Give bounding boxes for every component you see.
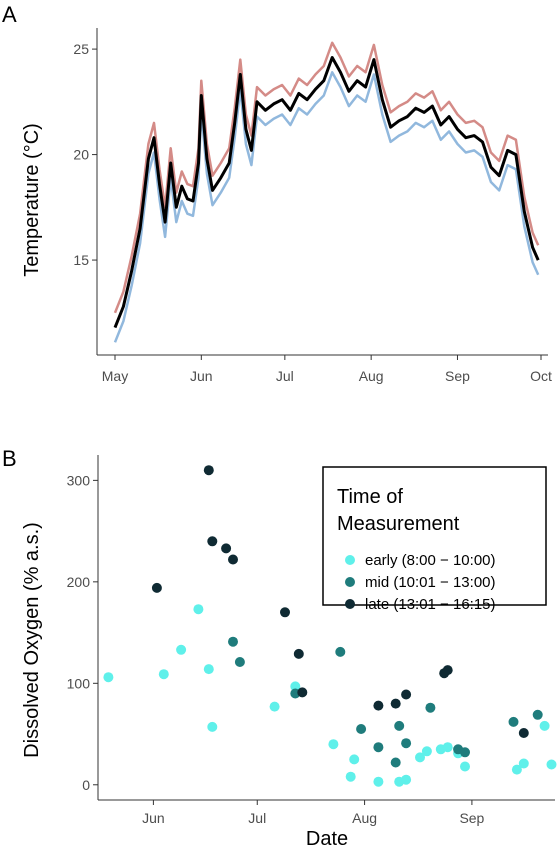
data-point-series-1 (460, 761, 470, 772)
data-point-series-2 (356, 724, 367, 734)
legend-title-line-2: Measurement (337, 513, 460, 535)
data-point-series-3 (151, 582, 162, 593)
data-point-series-2 (390, 757, 401, 768)
data-point-series-1 (193, 604, 204, 615)
y-tick-label: 15 (73, 252, 89, 268)
data-point-series-1 (207, 721, 218, 732)
panel-b: B Dissolved Oxygen (% a.s.) Date 0 100 200… (2, 446, 557, 850)
data-point-series-1 (511, 764, 522, 775)
data-point-series-3 (518, 728, 529, 738)
legend-key-series-2 (345, 577, 355, 587)
data-point-series-1 (345, 771, 356, 782)
x-tick-label: Oct (530, 368, 552, 384)
data-point-series-3 (221, 543, 232, 554)
x-tick-label: Jul (276, 368, 294, 384)
data-point-series-2 (234, 657, 245, 667)
y-tick-label: 200 (67, 574, 91, 590)
data-point-series-1 (158, 669, 169, 680)
panel-b-x-axis-title: Date (306, 828, 348, 850)
legend-label-series-3: late (13:01 − 16:15) (365, 596, 496, 613)
panel-a-x-ticks: May Jun Jul Aug Sep Oct (102, 355, 552, 384)
x-tick-label: Aug (359, 368, 384, 384)
x-tick-label: Jun (142, 810, 165, 826)
data-point-series-3 (280, 607, 290, 618)
panel-a-label: A (2, 2, 17, 27)
data-point-series-1 (373, 776, 384, 787)
legend-items: early (8:00 − 10:00) mid (10:01 − 13:00) l… (345, 552, 496, 613)
data-point-series-1 (176, 644, 187, 655)
series-line-mean (113, 56, 540, 329)
legend-box (322, 466, 547, 606)
data-point-series-2 (335, 646, 346, 657)
series-line-lower (113, 71, 540, 343)
data-point-series-3 (293, 648, 304, 659)
data-point-series-3 (442, 665, 453, 676)
data-point-series-3 (203, 465, 214, 476)
legend-label-series-2: mid (10:01 − 13:00) (365, 574, 496, 591)
data-point-series-1 (203, 664, 214, 675)
panel-a-y-ticks: 15 20 25 (73, 41, 97, 268)
data-point-series-1 (349, 754, 360, 765)
panel-b-x-ticks: Jun Jul Aug Sep (142, 800, 485, 826)
series-line-upper (113, 41, 540, 314)
legend-key-series-1 (345, 555, 355, 565)
panel-b-points (103, 465, 557, 787)
data-point-series-3 (390, 698, 401, 709)
y-tick-label: 0 (82, 777, 90, 793)
x-tick-label: Aug (352, 810, 377, 826)
data-point-series-3 (297, 687, 308, 698)
data-point-series-2 (425, 702, 436, 713)
legend-key-series-3 (345, 599, 355, 609)
data-point-series-3 (207, 536, 218, 547)
x-tick-label: Sep (445, 368, 470, 384)
data-point-series-1 (290, 681, 301, 692)
data-point-series-1 (539, 720, 550, 731)
data-point-series-1 (415, 752, 425, 763)
panel-a: A Temperature (°C) 15 20 25 May Jun Jul Aug Se… (2, 2, 552, 384)
data-point-series-2 (394, 720, 405, 731)
y-tick-label: 25 (73, 41, 89, 57)
x-tick-label: May (102, 368, 128, 384)
data-point-series-3 (401, 689, 412, 700)
x-tick-label: Jun (190, 368, 213, 384)
data-point-series-3 (228, 554, 238, 565)
x-tick-label: Jul (248, 810, 266, 826)
data-point-series-2 (401, 738, 412, 749)
legend-title-line-1: Time of (337, 486, 403, 508)
panel-b-y-ticks: 0 100 200 300 (67, 472, 98, 793)
legend: Time of Measurement early (8:00 − 10:00)… (322, 466, 547, 613)
panel-a-lines (113, 41, 540, 343)
data-point-series-1 (401, 774, 412, 785)
x-tick-label: Sep (459, 810, 484, 826)
data-point-series-1 (269, 701, 280, 712)
y-tick-label: 300 (67, 472, 91, 488)
y-tick-label: 20 (73, 147, 89, 163)
data-point-series-2 (460, 747, 470, 758)
data-point-series-3 (373, 700, 384, 711)
data-point-series-1 (421, 746, 432, 757)
data-point-series-2 (508, 716, 519, 727)
y-tick-label: 100 (67, 675, 91, 691)
data-point-series-1 (328, 739, 339, 750)
legend-label-series-1: early (8:00 − 10:00) (365, 552, 496, 569)
data-point-series-1 (546, 759, 557, 770)
panel-b-y-axis-title: Dissolved Oxygen (% a.s.) (21, 522, 43, 758)
data-point-series-2 (228, 636, 238, 647)
panel-b-label: B (2, 446, 17, 471)
data-point-series-1 (103, 672, 114, 683)
data-point-series-1 (518, 758, 529, 769)
data-point-series-1 (442, 742, 453, 753)
data-point-series-2 (373, 742, 384, 753)
panel-a-y-axis-title: Temperature (°C) (21, 123, 43, 277)
data-point-series-2 (532, 709, 543, 720)
